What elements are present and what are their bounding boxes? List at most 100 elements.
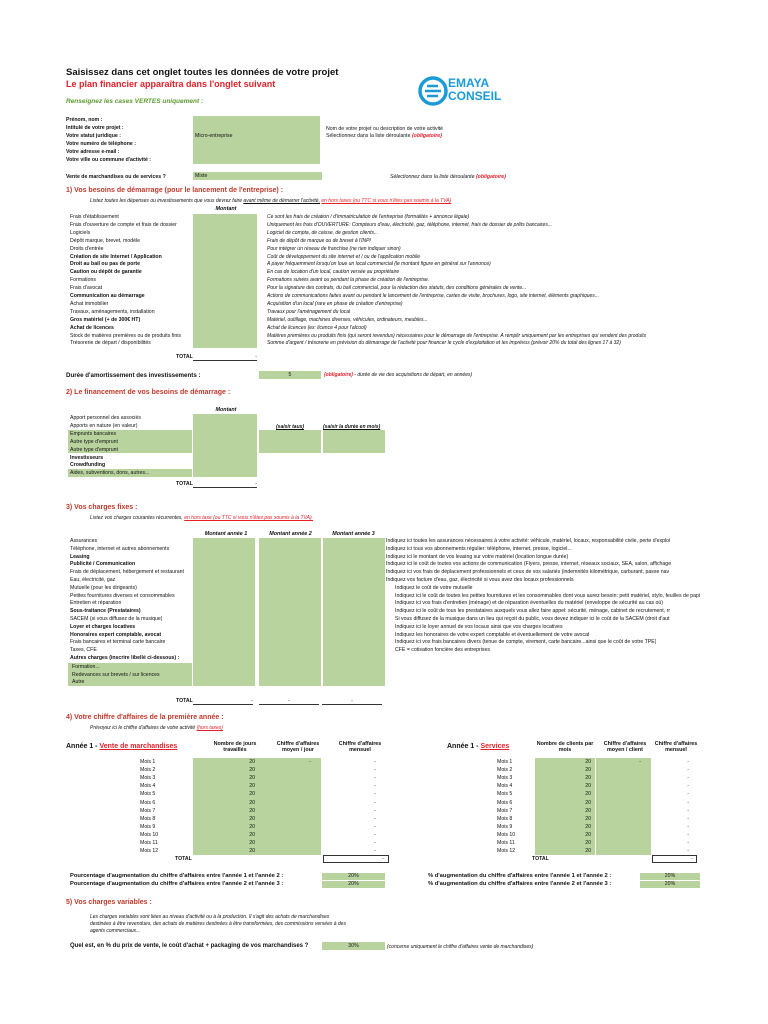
ca-left-count-value: 20 [249, 840, 255, 846]
ca-left-monthly-value: - [374, 791, 376, 798]
ca-left-month: Mois 6 [140, 799, 156, 806]
section3-row-label: Honoraires expert comptable, avocat [70, 631, 162, 638]
section3-row-desc: Si vous diffusez de la musique dans un l… [395, 616, 670, 622]
ca-left-monthly-value: - [374, 815, 376, 822]
section5-title: 5) Vos charges variables : [66, 899, 152, 906]
identity-input[interactable] [193, 156, 320, 164]
ca-right-total-label: TOTAL [532, 856, 549, 862]
section3-autres-row: Autre [72, 679, 85, 686]
section1-row-label: Achat de licences [70, 324, 114, 331]
ca-left-avg-column[interactable] [259, 758, 321, 856]
section3-row-label: SACEM (si vous diffusez de la musique) [70, 616, 163, 622]
identity-input[interactable]: Micro-entreprise [193, 132, 320, 140]
pct-left-2-input[interactable]: 20% [322, 881, 385, 888]
ca-left-avg-value: - [309, 759, 311, 765]
section3-autres-cell[interactable] [68, 678, 192, 687]
section1-title: 1) Vos besoins de démarrage (pour le lan… [66, 187, 284, 194]
pct-left-1-input[interactable]: 20% [322, 873, 385, 880]
section1-row-label: Caution ou dépôt de garantie [70, 269, 142, 276]
section2-input-column[interactable] [193, 414, 257, 478]
section2-duree-column[interactable] [323, 429, 385, 454]
duree-input[interactable]: 5 [259, 371, 321, 379]
section4-title: 4) Votre chiffre d'affaires de la premiè… [66, 714, 224, 721]
section1-row-label: Formations [70, 277, 96, 284]
identity-label: Votre adresse e-mail : [66, 149, 120, 155]
ca-left-month: Mois 5 [140, 791, 156, 798]
ca-left-count-value: 20 [249, 799, 255, 806]
ca-left-monthly-value: - [374, 807, 376, 814]
ca-left-month: Mois 10 [140, 831, 159, 838]
section3-row-desc: Indiquez les honoraires de votre expert … [395, 631, 590, 638]
ca-left-month: Mois 9 [140, 823, 156, 830]
section2-label-cell[interactable] [68, 437, 192, 446]
section1-row-label: Achat immobilier [70, 300, 109, 307]
section5-input[interactable]: 30% [322, 942, 385, 950]
ca-right-monthly-value: - [687, 767, 689, 774]
ca-left-monthly-value: - [374, 799, 376, 806]
section3-row-label: Assurances [70, 538, 98, 544]
section3-year1-column[interactable] [193, 538, 255, 687]
ca-right-avg-column[interactable] [596, 758, 651, 856]
ca-left-count-value: 20 [249, 823, 255, 830]
ca-left-month: Mois 8 [140, 815, 156, 822]
ca-right-month: Mois 2 [497, 767, 513, 774]
section3-year2-column[interactable] [259, 538, 321, 687]
section1-row-desc: A payer fréquemment lorsqu'on loue un lo… [267, 261, 491, 268]
ca-left-col-days: Nombre de jours travaillés [213, 741, 257, 753]
section2-label-cell[interactable] [68, 469, 192, 478]
identity-label: Intitulé de votre projet : [66, 125, 124, 131]
section2-row-label: Aides, subventions, dons, autres... [70, 470, 150, 477]
section3-row-desc: CFE = cotisation foncière des entreprise… [395, 647, 491, 654]
section1-row-label: Communication au démarrage [70, 293, 145, 299]
ca-left-count-value: 20 [249, 783, 255, 790]
ca-left-count-value: 20 [249, 831, 255, 838]
section1-input-column[interactable] [193, 214, 257, 349]
section1-row-label: Dépôt marque, brevet, modèle [70, 237, 141, 244]
ca-right-monthly-value: - [687, 759, 689, 765]
section1-row-label: Frais d'ouverture de compte et frais de … [70, 221, 177, 228]
ca-right-count-value: 20 [585, 815, 591, 822]
section3-row-desc: Indiquez ici le coût de tous les prestat… [395, 608, 671, 615]
section3-row-label: Taxes, CFE [70, 647, 97, 654]
section2-row-label: Emprunts bancaires [70, 430, 117, 437]
section1-row-desc: Frais de dépôt de marque ou de brevet à … [267, 237, 371, 244]
project-note: Nom de votre projet ou description de vo… [326, 126, 444, 132]
section1-row-desc: Pour la signature des contrats, du bail … [267, 285, 527, 292]
page-subtitle: Le plan financier apparaîtra dans l'ongl… [66, 79, 276, 89]
ca-right-month: Mois 5 [497, 791, 513, 798]
identity-input[interactable] [193, 148, 320, 156]
section2-total-label: TOTAL [176, 481, 193, 487]
ca-right-monthly-value: - [687, 799, 689, 806]
section3-row-label: Leasing [70, 553, 90, 560]
pct-right-1-input[interactable]: 20% [640, 873, 700, 880]
section2-total-value: - [193, 481, 257, 488]
pct-right-2-input[interactable]: 20% [640, 881, 700, 888]
section1-row-desc: Pour intégrer un réseau de franchise (ne… [267, 245, 401, 252]
section2-label-cell[interactable] [68, 445, 192, 454]
identity-input[interactable] [193, 124, 320, 132]
section1-row-desc: Uniquement les frais d'OUVERTURE: Compte… [267, 221, 553, 228]
section3-autres-label: Autres charges (inscrire libellé ci-dess… [70, 655, 180, 661]
identity-input[interactable] [193, 116, 320, 124]
ca-right-monthly-value: - [687, 831, 689, 838]
section2-label-cell[interactable] [68, 429, 192, 438]
ca-left-count-column[interactable] [193, 758, 259, 856]
ca-left-month: Mois 11 [140, 840, 158, 846]
ca-left-month: Mois 12 [140, 848, 159, 855]
section2-col-montant: Montant [215, 407, 237, 413]
ca-right-count-column[interactable] [535, 758, 595, 856]
statut-note: Sélectionnez dans la liste déroulante (o… [326, 133, 442, 139]
section2-taux-column[interactable] [259, 429, 321, 454]
section3-row-desc: Indiquez vos facture d'eau, gaz, électri… [386, 577, 574, 583]
section3-year3-column[interactable] [323, 538, 385, 687]
section3-autres-cell[interactable] [68, 662, 192, 671]
section3-row-desc: Indiquez ici vos frais d'entretien (ména… [395, 600, 664, 607]
section1-row-label: Droits d'entrée [70, 245, 104, 252]
section1-row-label: Trésorerie de départ / disponibilités [70, 340, 151, 347]
ca-left-month: Mois 3 [140, 775, 156, 782]
vente-select[interactable]: Mixte [193, 172, 322, 180]
identity-input[interactable] [193, 140, 320, 148]
section5-desc-line3: agents commerciaux... [90, 928, 141, 934]
section3-autres-cell[interactable] [68, 670, 192, 679]
ca-right-month: Mois 7 [497, 807, 513, 814]
